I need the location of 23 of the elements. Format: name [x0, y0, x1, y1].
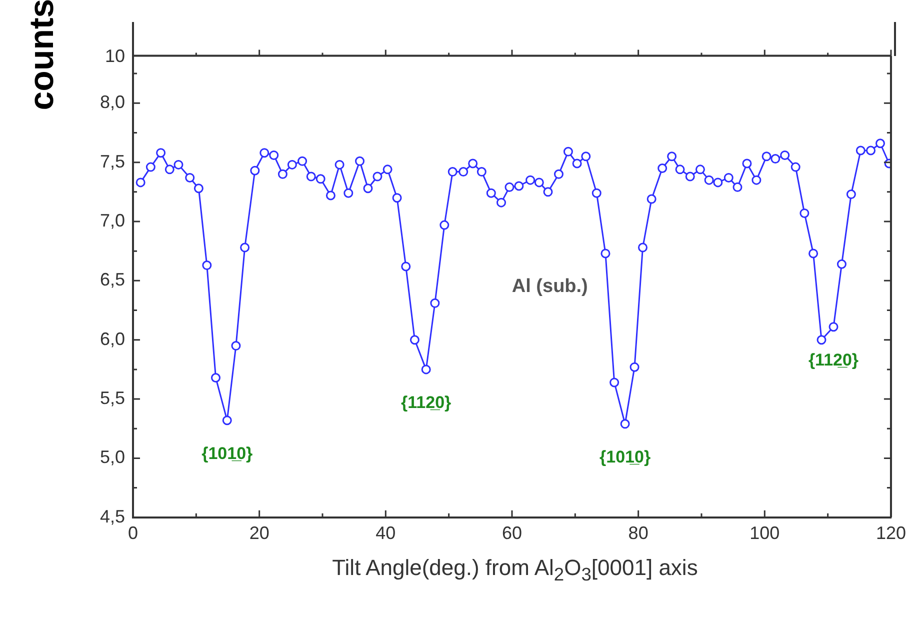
- x-axis-title: Tilt Angle(deg.) from Al$_{2}$O$_{3}$[0001] axis: [331, 555, 699, 586]
- annotation: {101̲0}: [202, 444, 254, 464]
- text: 10: [104, 45, 125, 67]
- y-tick-label: 8,0: [100, 92, 125, 112]
- series-label: Al (sub.): [512, 276, 588, 297]
- x-tick-label: 100: [750, 523, 780, 544]
- x-tick-label: 40: [376, 523, 396, 544]
- y-tick-label: 6,0: [100, 328, 125, 349]
- x-tick-label: 20: [249, 523, 270, 544]
- annotation: {112̲0}: [808, 350, 859, 370]
- annotation: {101̲0}: [600, 448, 651, 467]
- y-tick-label: 7,5: [100, 151, 125, 172]
- x-tick-label: 80: [628, 523, 648, 544]
- y-tick-label: 5,5: [100, 388, 125, 408]
- y-tick-label: 5,0: [100, 447, 125, 468]
- annotation: {112̲0}: [401, 393, 452, 412]
- x-tick-label: 120: [876, 523, 906, 544]
- y-axis-title: counts: [24, 0, 62, 110]
- y-tick-label: 4,5: [100, 506, 125, 526]
- y-tick-label: 6,5: [100, 270, 125, 290]
- x-tick-label: 60: [502, 523, 522, 544]
- x-tick-label: 0: [128, 523, 138, 544]
- y-tick-label: 7,0: [100, 210, 125, 230]
